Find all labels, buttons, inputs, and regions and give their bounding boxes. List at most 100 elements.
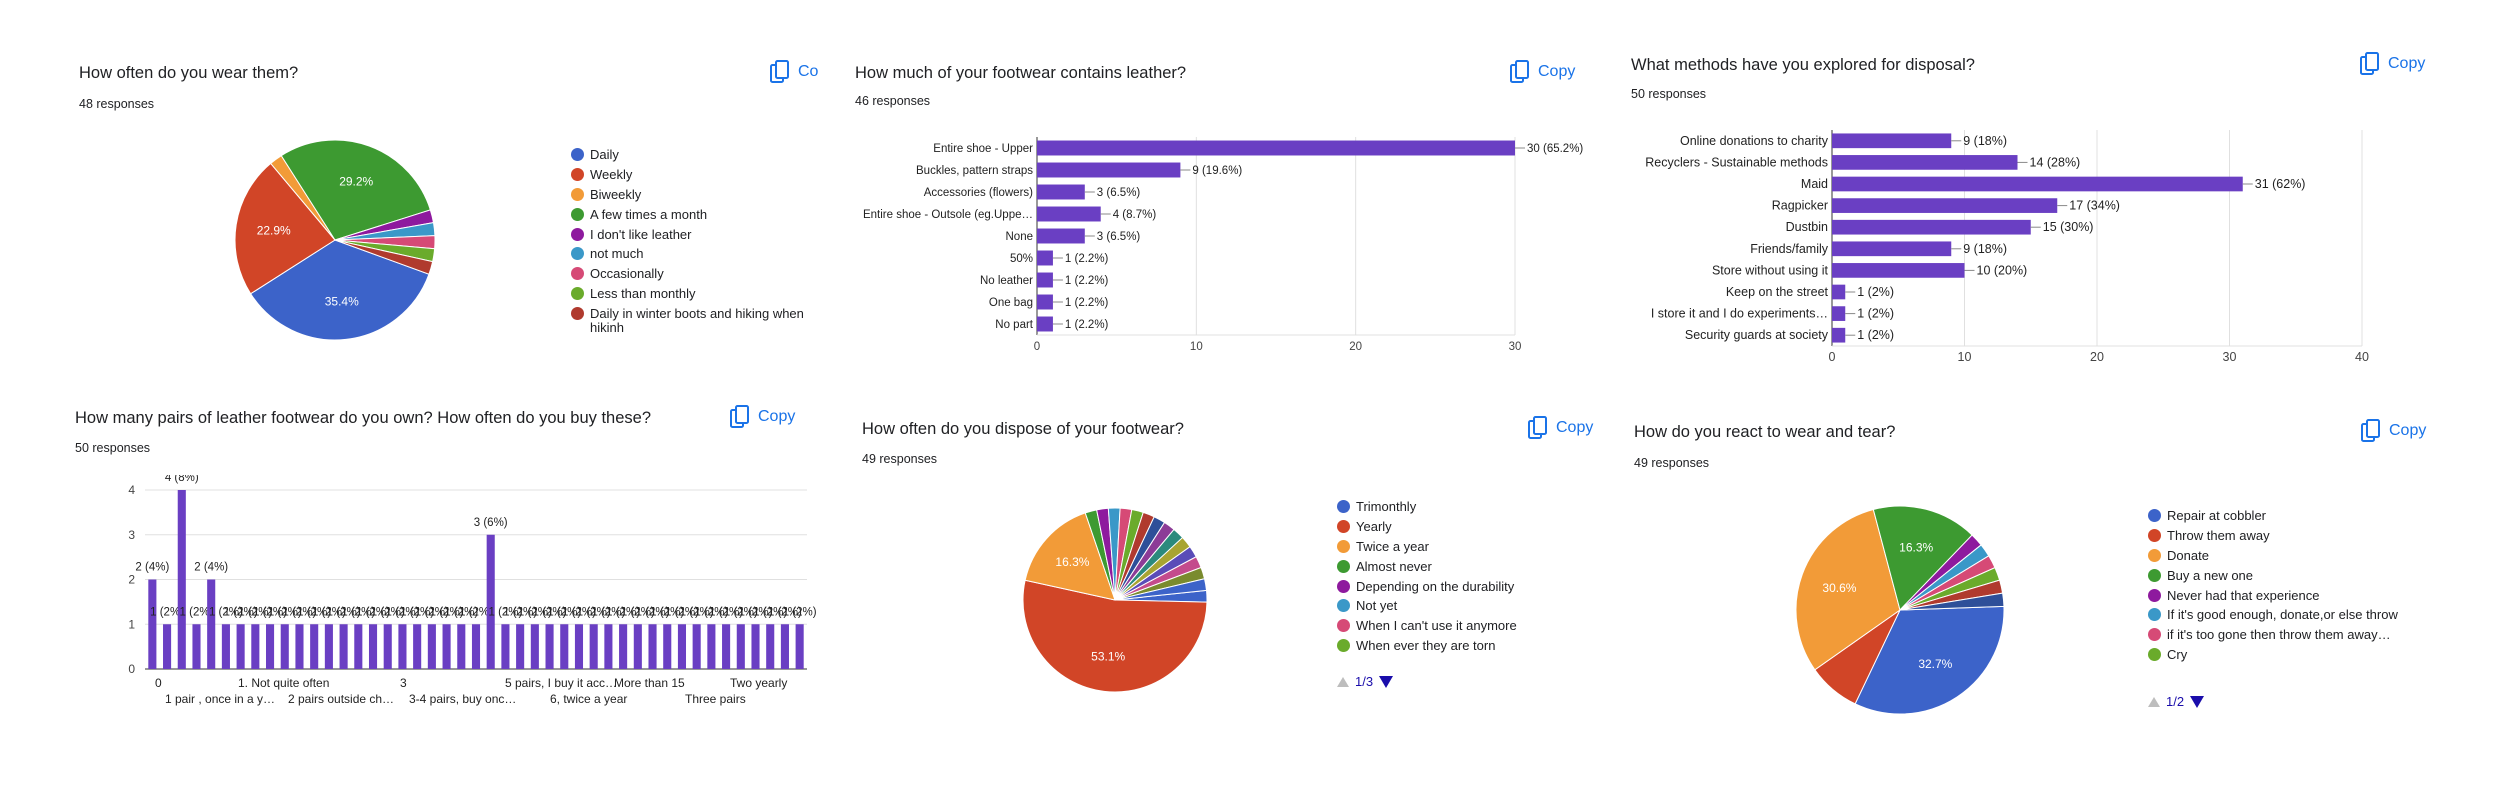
data-label: 9 (18%) bbox=[1963, 134, 2007, 148]
triangle-down-icon[interactable] bbox=[1379, 675, 1394, 688]
legend-item: I don't like leather bbox=[571, 227, 811, 242]
bar bbox=[633, 624, 642, 669]
bar bbox=[736, 624, 745, 669]
category-label: Store without using it bbox=[1712, 263, 1829, 277]
data-label: 1 (2%) bbox=[253, 606, 287, 618]
copy-button[interactable]: Copy bbox=[730, 405, 795, 429]
copy-label: Copy bbox=[758, 408, 796, 425]
legend-item: Not yet bbox=[1337, 599, 1557, 613]
legend-item: Depending on the durability bbox=[1337, 579, 1557, 594]
data-label: 15 (30%) bbox=[2043, 220, 2094, 234]
data-label: 1 (2%) bbox=[224, 606, 258, 618]
legend-swatch bbox=[2148, 568, 2161, 582]
legend-item: Repair at cobbler bbox=[2148, 509, 2428, 523]
bar bbox=[1037, 140, 1515, 156]
bar bbox=[442, 624, 451, 669]
legend-item: Never had that experience bbox=[2148, 587, 2428, 603]
legend: Repair at cobbler Throw them away Donate Bu… bbox=[2148, 509, 2428, 668]
triangle-up-icon[interactable] bbox=[2148, 696, 2160, 707]
pie-slice bbox=[334, 239, 434, 275]
data-label: 1 (2%) bbox=[283, 606, 317, 618]
bar bbox=[383, 624, 392, 669]
legend-label: When ever they are torn bbox=[1356, 638, 1496, 654]
legend-swatch bbox=[1337, 519, 1350, 533]
copy-icon bbox=[1510, 60, 1529, 83]
data-label: 1 (2%) bbox=[680, 606, 714, 618]
data-label: 2 (4%) bbox=[135, 562, 169, 574]
response-count: 50 responses bbox=[1631, 87, 1707, 101]
bar bbox=[324, 624, 333, 669]
triangle-up-icon[interactable] bbox=[1337, 676, 1349, 687]
legend-item: Trimonthly bbox=[1337, 500, 1557, 514]
legend-label: Yearly bbox=[1356, 518, 1392, 534]
data-label: 1 (2%) bbox=[415, 606, 449, 618]
bar bbox=[1832, 241, 1952, 257]
legend-swatch bbox=[1337, 559, 1350, 573]
data-label: 1 (2%) bbox=[783, 606, 817, 618]
category-label: 1. Not quite often bbox=[238, 676, 329, 690]
copy-button[interactable]: Copy bbox=[2361, 419, 2426, 443]
tick-label: 40 bbox=[2355, 350, 2369, 364]
bar bbox=[516, 624, 525, 669]
copy-button[interactable]: Copy bbox=[1528, 416, 1593, 440]
bar bbox=[1037, 184, 1085, 200]
bar bbox=[1832, 176, 2243, 192]
category-label: No part bbox=[995, 319, 1034, 331]
bar bbox=[398, 624, 407, 669]
data-label: 1 (2%) bbox=[386, 606, 420, 618]
pie-slice bbox=[1899, 592, 2005, 611]
data-label: 1 (2%) bbox=[312, 606, 346, 618]
data-label: 1 (2%) bbox=[768, 606, 802, 618]
tick-label: 20 bbox=[1349, 341, 1362, 353]
data-label: 1 (2%) bbox=[371, 606, 405, 618]
card-title: How much of your footwear contains leath… bbox=[855, 64, 1187, 82]
legend-swatch bbox=[1337, 599, 1350, 613]
data-label: 1 (2%) bbox=[636, 606, 670, 618]
legend-label: Not yet bbox=[1356, 598, 1398, 614]
pie-slice bbox=[1854, 605, 2005, 715]
category-label: No leather bbox=[980, 275, 1033, 287]
data-label: 1 (2%) bbox=[562, 606, 596, 618]
response-count: 49 responses bbox=[1634, 456, 1710, 470]
bar bbox=[1037, 206, 1101, 222]
bar bbox=[1037, 272, 1053, 288]
legend-item: Weekly bbox=[571, 167, 811, 182]
slice-label: 16.3% bbox=[1055, 555, 1089, 569]
bar bbox=[1037, 162, 1181, 178]
category-label: Entire shoe - Upper bbox=[933, 143, 1033, 155]
data-label: 1 (2%) bbox=[533, 606, 567, 618]
response-count: 50 responses bbox=[75, 441, 151, 455]
copy-button[interactable]: Copy bbox=[2360, 52, 2425, 76]
legend-swatch bbox=[571, 187, 584, 201]
legend-swatch bbox=[2148, 509, 2161, 522]
bar-chart-pairs-owned: 0 1 2 3 4 2 (4%) 1 (2%) 4 (8%) 1 (2%) 2 (4%) 1 (2%… bbox=[128, 475, 817, 706]
data-label: 17 (34%) bbox=[2069, 199, 2120, 213]
copy-icon bbox=[2361, 419, 2380, 442]
legend-swatch bbox=[2148, 588, 2161, 602]
pager-label: 1/2 bbox=[2166, 694, 2185, 709]
bar bbox=[589, 624, 598, 669]
data-label: 2 (4%) bbox=[194, 562, 228, 574]
data-label: 1 (2%) bbox=[209, 606, 243, 618]
tick-label: 4 bbox=[128, 483, 135, 497]
legend-item: not much bbox=[571, 247, 811, 261]
data-label: 1 (2.2%) bbox=[1065, 253, 1109, 265]
bar bbox=[604, 624, 613, 669]
category-label: Keep on the street bbox=[1726, 285, 1829, 299]
data-label: 1 (2%) bbox=[444, 606, 478, 618]
slice-label: 53.1% bbox=[1091, 650, 1125, 664]
copy-label: Copy bbox=[1556, 419, 1594, 436]
copy-button[interactable]: Co bbox=[770, 60, 818, 84]
bar bbox=[486, 534, 495, 669]
tick-label: 0 bbox=[1829, 350, 1836, 364]
bar bbox=[177, 490, 186, 669]
triangle-down-icon[interactable] bbox=[2190, 695, 2205, 708]
category-label: 1 pair , once in a y… bbox=[165, 692, 275, 706]
bar bbox=[251, 624, 260, 669]
legend: Daily Weekly Biweekly A few times a month I … bbox=[571, 148, 811, 341]
bar bbox=[413, 624, 422, 669]
bar bbox=[1037, 228, 1085, 244]
legend-label: Never had that experience bbox=[2167, 587, 2320, 603]
copy-button[interactable]: Copy bbox=[1510, 60, 1575, 84]
legend-swatch bbox=[2148, 548, 2161, 562]
